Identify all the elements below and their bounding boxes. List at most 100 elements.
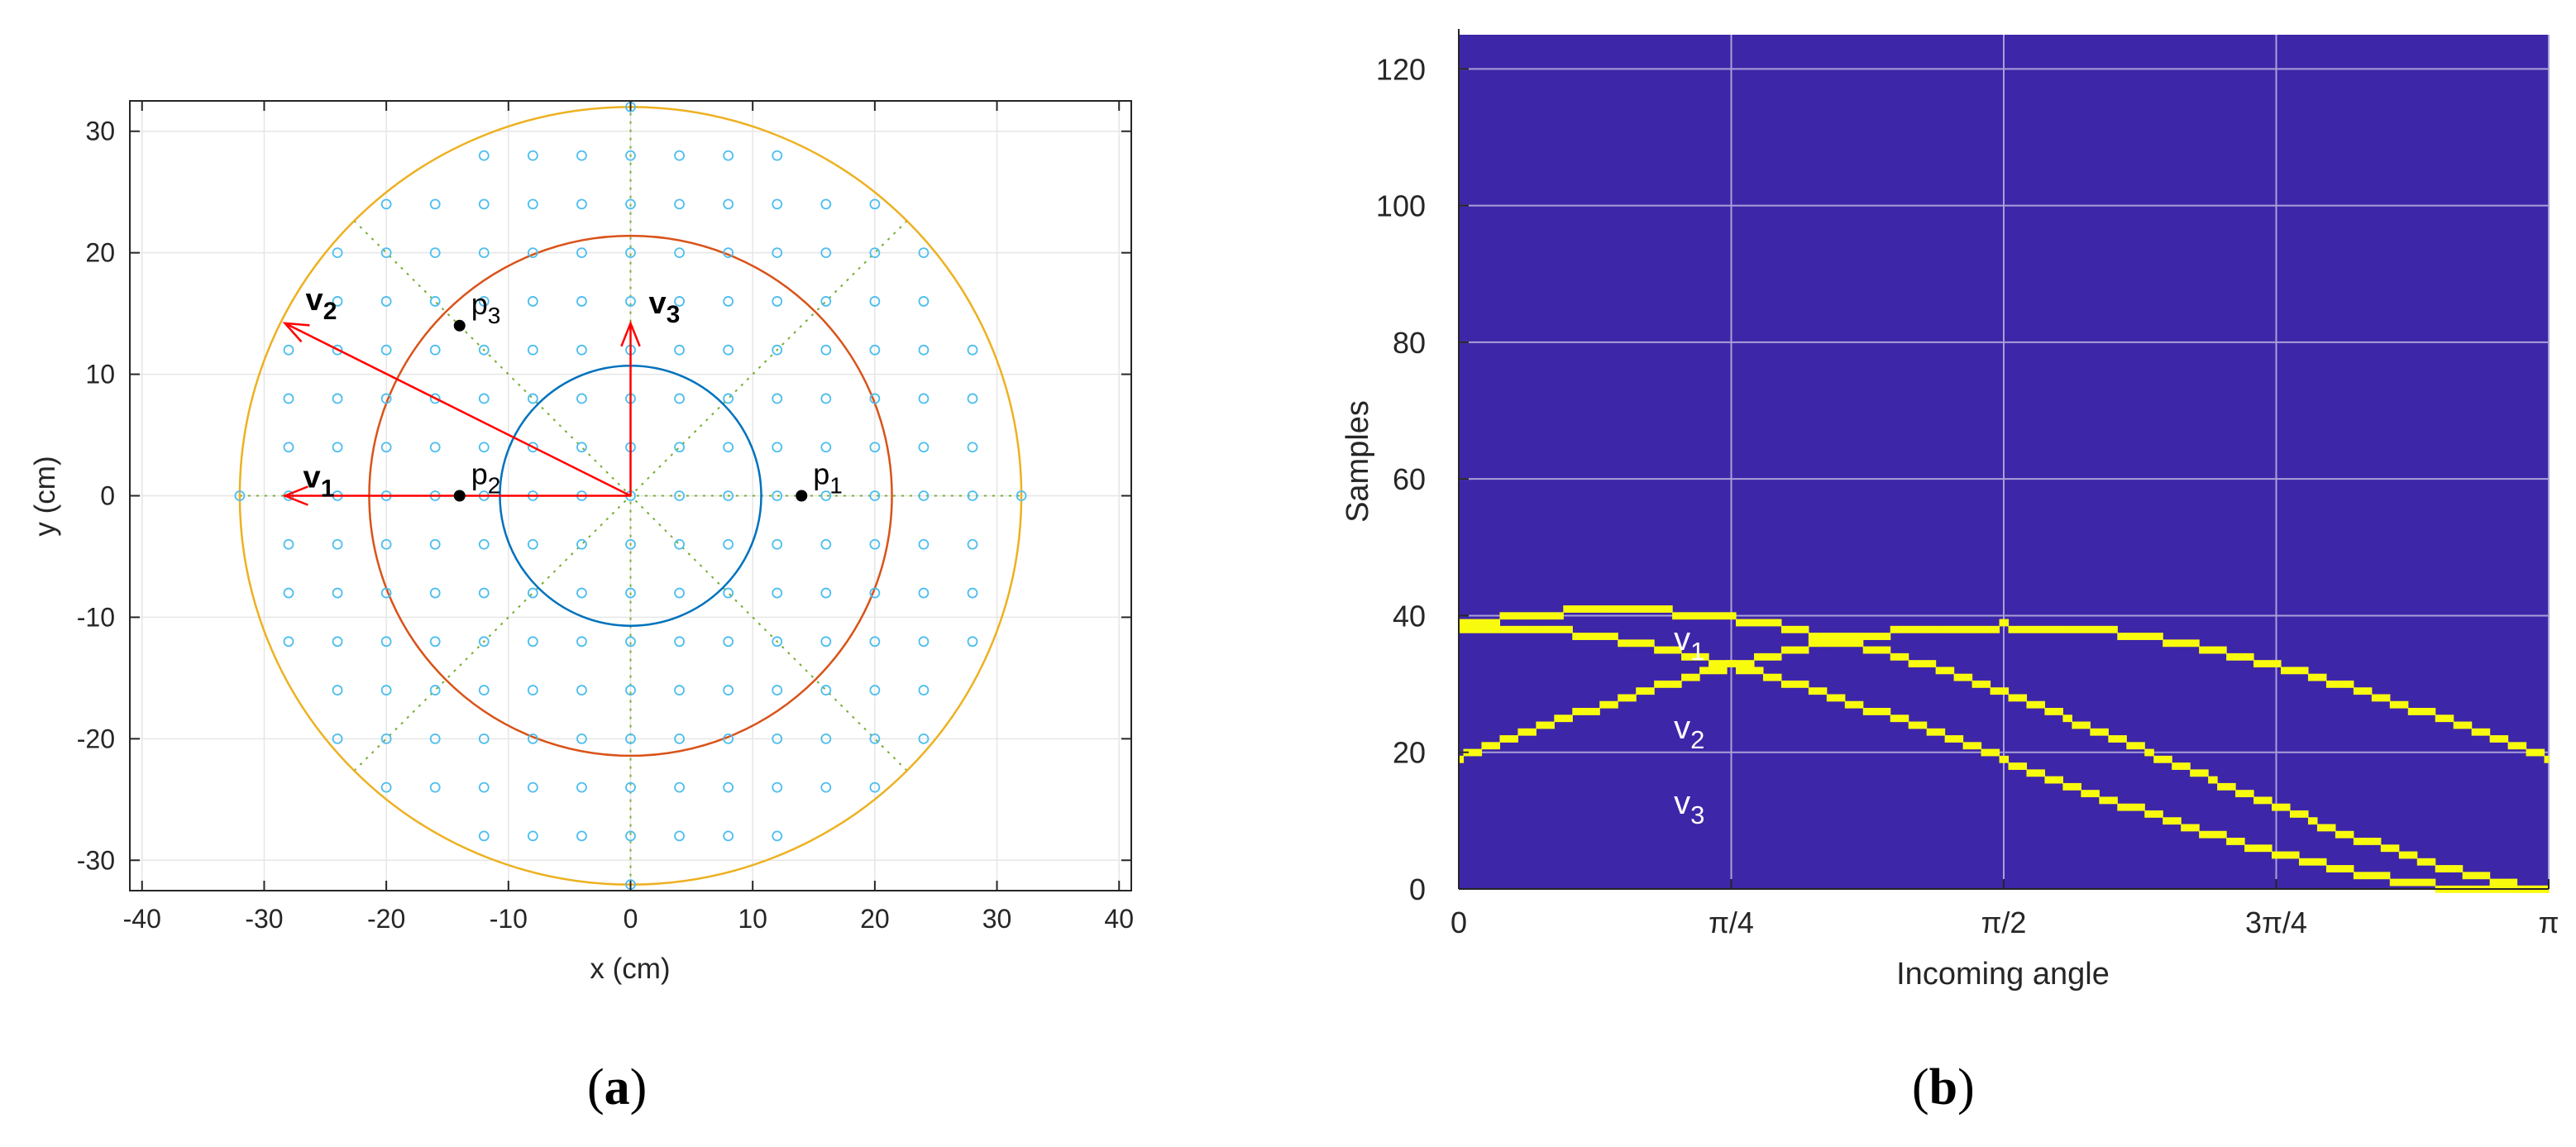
panel-b-annotations: v1 v2 v3: [1674, 621, 1704, 829]
trace-v1-cell: [1826, 694, 1837, 702]
array-point: [820, 198, 832, 210]
array-point: [723, 198, 734, 210]
y-tick-label: 20: [1393, 736, 1426, 770]
trace-v1-cell: [1881, 708, 1891, 715]
trace-v2-cell: [2280, 803, 2291, 811]
marked-point-p2-label: p2: [471, 457, 501, 499]
trace-v3-cell: [1654, 680, 1664, 688]
array-point: [674, 781, 685, 793]
trace-v3-cell: [2462, 721, 2473, 729]
array-point: [918, 490, 930, 501]
trace-v2-cell: [1581, 605, 1591, 613]
array-point: [283, 442, 294, 453]
array-point: [918, 636, 930, 648]
trace-v3-cell: [1990, 625, 2000, 633]
array-point: [869, 636, 881, 648]
array-point: [234, 490, 246, 501]
trace-v3-cell: [1490, 742, 1501, 750]
trace-v3-cell: [2072, 625, 2081, 633]
trace-v3-cell: [1645, 687, 1655, 695]
array-point: [967, 393, 978, 404]
array-point: [820, 442, 832, 453]
vector-v2-arrowhead: [282, 322, 310, 343]
array-point: [820, 685, 832, 695]
array-point: [918, 393, 930, 404]
trace-v3-cell: [1981, 625, 1991, 633]
array-point: [380, 247, 392, 259]
trace-v1-cell: [1459, 619, 1465, 627]
trace-v1-cell: [2153, 810, 2163, 818]
array-point: [723, 587, 734, 599]
array-point: [380, 442, 392, 453]
array-point: [625, 198, 636, 210]
trace-v1-cell: [2190, 824, 2200, 832]
vector-v3-label: v3: [649, 286, 681, 328]
panel-a: v1 v2 v3 p1 p2 p3 -40 -30 -20 -10 0 10 20 30 40 -30 -2…: [29, 100, 1134, 1116]
trace-v3-cell: [1536, 721, 1546, 729]
trace-v3-cell: [2226, 652, 2236, 661]
trace-v3-cell: [2108, 625, 2118, 633]
trace-v3-cell: [2307, 673, 2318, 681]
array-point: [869, 442, 881, 453]
trace-v2-cell: [1971, 680, 1982, 688]
array-point: [918, 685, 930, 695]
trace-v1-cell: [1926, 728, 1937, 736]
trace-v2-cell: [2035, 700, 2046, 709]
trace-v1-cell: [2272, 851, 2282, 859]
array-point: [576, 393, 587, 404]
trace-v2-cell: [2081, 721, 2091, 729]
trace-v3-cell: [1853, 633, 1864, 640]
array-point: [625, 150, 636, 161]
trace-v2-cell: [2407, 851, 2418, 859]
array-point: [429, 587, 441, 599]
trace-v2-cell: [1499, 612, 1510, 620]
trace-v3-cell: [1999, 619, 2010, 627]
array-point: [527, 247, 538, 259]
trace-v3-cell: [2217, 646, 2227, 654]
y-tick-label: 100: [1376, 189, 1426, 223]
trace-v1-cell: [1753, 667, 1764, 675]
array-point: [380, 781, 392, 793]
trace-v2-cell: [1944, 667, 1955, 675]
trace-v3-cell: [2335, 680, 2345, 688]
trace-v2-cell: [2307, 817, 2318, 825]
trace-v2-cell: [2017, 694, 2028, 702]
trace-v1-cell: [1771, 673, 1782, 681]
trace-v3-cell: [1962, 625, 1973, 633]
trace-v2-cell: [1808, 633, 1818, 640]
trace-v2-cell: [2507, 878, 2518, 887]
trace-v3-cell: [1753, 652, 1764, 661]
trace-v3-cell: [1472, 748, 1483, 757]
array-point: [674, 733, 685, 744]
trace-v2-cell: [2190, 769, 2200, 777]
trace-v2-cell: [1618, 605, 1627, 613]
trace-v1-cell: [2289, 851, 2300, 859]
trace-v3-cell: [2371, 694, 2382, 702]
panel-a-ticks: -40 -30 -20 -10 0 10 20 30 40 -30 -20 -10 0 10 20 30: [77, 101, 1134, 934]
y-tick-label: 0: [1409, 872, 1426, 906]
trace-v3-cell: [2172, 639, 2182, 648]
array-point: [918, 442, 930, 453]
trace-v3-cell: [1527, 728, 1537, 736]
array-point: [820, 490, 832, 501]
array-point: [576, 830, 587, 842]
trace-v2-cell: [1572, 605, 1582, 613]
trace-v2-cell: [1871, 646, 1882, 654]
trace-v1-cell: [2307, 858, 2318, 866]
trace-v2-cell: [2244, 790, 2254, 798]
trace-v3-cell: [1545, 721, 1555, 729]
vector-v1-label: v1: [303, 461, 335, 503]
array-point: [527, 442, 538, 453]
array-point: [723, 393, 734, 404]
array-point: [625, 636, 636, 648]
trace-v2-cell: [2008, 694, 2019, 702]
array-point: [820, 781, 832, 793]
trace-v1-cell: [1718, 660, 1728, 668]
trace-v3-cell: [2153, 633, 2163, 640]
x-tick-label: -20: [367, 904, 405, 934]
trace-v3-cell: [1844, 633, 1855, 640]
trace-v3-cell: [2035, 625, 2046, 633]
trace-v3-cell: [2407, 708, 2418, 715]
trace-v2-cell: [1990, 687, 2000, 695]
trace-v3-cell: [2163, 639, 2172, 648]
